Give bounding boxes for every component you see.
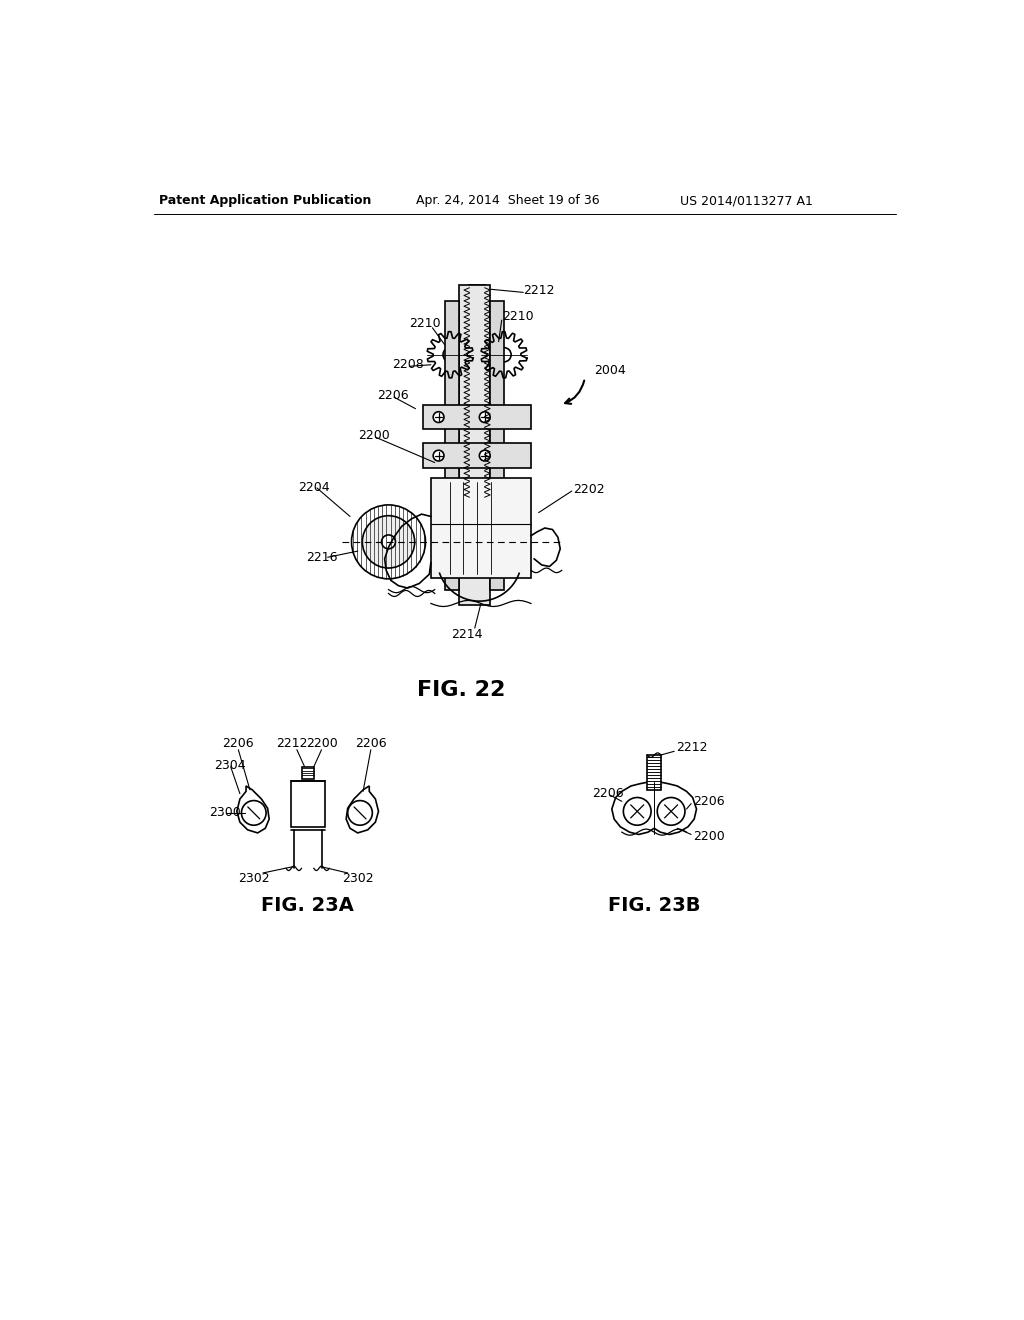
Text: FIG. 22: FIG. 22 [418,680,506,700]
Text: 2200: 2200 [305,737,337,750]
Bar [291,780,325,826]
Text: 2304: 2304 [214,759,246,772]
Circle shape [479,450,490,461]
Text: 2206: 2206 [377,389,409,403]
Text: 2204: 2204 [298,482,330,495]
Circle shape [348,800,373,825]
Circle shape [433,412,444,422]
Text: 2208: 2208 [392,358,424,371]
Text: 2210: 2210 [410,317,441,330]
Text: 2214: 2214 [452,628,482,640]
Circle shape [624,797,651,825]
Text: 2210: 2210 [502,310,534,323]
Circle shape [351,506,425,579]
Bar [301,767,313,779]
Bar [490,301,504,590]
Bar [423,444,531,469]
Text: 2004: 2004 [594,363,626,376]
Text: 2212: 2212 [676,741,708,754]
Circle shape [479,412,490,422]
Text: 2216: 2216 [306,550,338,564]
Circle shape [362,516,415,568]
Text: 2206: 2206 [222,737,254,750]
Text: 2302: 2302 [342,871,374,884]
Text: 2200: 2200 [357,429,389,442]
Circle shape [382,535,395,549]
Text: 2212: 2212 [523,284,555,297]
Text: 2200: 2200 [692,829,724,842]
Text: Patent Application Publication: Patent Application Publication [159,194,372,207]
Bar [445,301,460,590]
Bar [647,755,662,789]
Text: 2206: 2206 [593,787,625,800]
Circle shape [497,347,511,362]
Bar [431,478,531,578]
Text: FIG. 23A: FIG. 23A [261,896,354,915]
Text: Apr. 24, 2014  Sheet 19 of 36: Apr. 24, 2014 Sheet 19 of 36 [416,194,600,207]
Bar [460,285,490,605]
Text: 2206: 2206 [355,737,387,750]
Text: 2206: 2206 [692,795,724,808]
Text: 2300: 2300 [209,807,241,820]
Bar [469,285,484,498]
Text: FIG. 23B: FIG. 23B [608,896,700,915]
Bar [423,405,531,429]
Text: 2202: 2202 [573,483,605,496]
Circle shape [443,347,458,362]
Text: 2302: 2302 [238,871,269,884]
Text: US 2014/0113277 A1: US 2014/0113277 A1 [680,194,813,207]
Circle shape [657,797,685,825]
Circle shape [242,800,266,825]
Circle shape [433,450,444,461]
Text: 2212: 2212 [276,737,308,750]
